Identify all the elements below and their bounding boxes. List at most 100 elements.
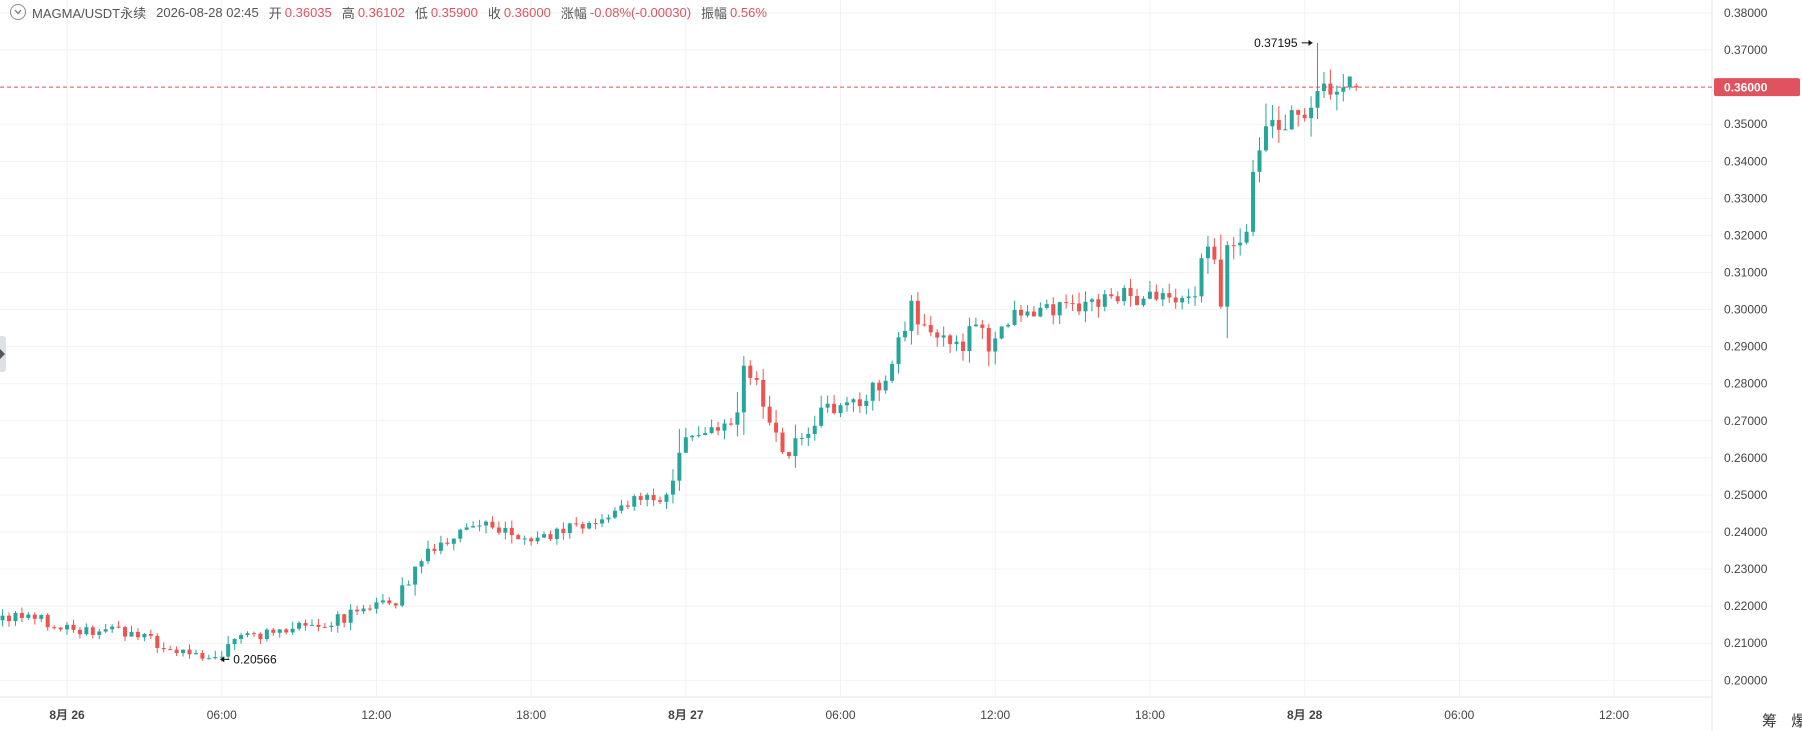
candle-body xyxy=(490,521,495,528)
candle-body xyxy=(380,600,385,603)
candle-body xyxy=(103,629,108,632)
candle-body xyxy=(1025,311,1030,316)
candle-body xyxy=(1089,299,1094,302)
amplitude-value: 0.56% xyxy=(730,4,767,20)
candle-body xyxy=(84,627,89,635)
candle-body xyxy=(438,542,443,551)
candle-body xyxy=(632,496,637,507)
candle-body xyxy=(426,548,430,562)
liquidation-button[interactable]: 爆 xyxy=(1791,713,1802,730)
candle-body xyxy=(883,380,888,391)
candle-body xyxy=(1006,324,1011,327)
max-price-annotation: 0.37195 xyxy=(1254,36,1298,50)
time-tick-label: 06:00 xyxy=(826,708,856,722)
candles xyxy=(0,42,1359,662)
candle-body xyxy=(322,626,327,628)
candle-body xyxy=(464,527,469,530)
time-tick-label: 12:00 xyxy=(361,708,391,722)
candle-body xyxy=(948,335,953,345)
candle-body xyxy=(284,629,289,633)
candle-body xyxy=(658,500,663,502)
price-tick-label: 0.21000 xyxy=(1724,636,1768,650)
time-axis[interactable]: 8月 26 06:00 12:00 18:00 8月 27 06:00 12:00 18:00… xyxy=(49,708,1629,722)
candle-body xyxy=(941,335,946,338)
candle-body xyxy=(1070,303,1075,305)
time-tick-label: 8月 27 xyxy=(668,708,704,722)
candle-body xyxy=(348,609,353,623)
candle-body xyxy=(1180,298,1185,303)
close-label: 收 xyxy=(487,5,501,21)
candle-body xyxy=(529,538,534,542)
candle-body xyxy=(77,629,82,635)
candle-body xyxy=(902,331,907,338)
last-price-line: 0.36000 xyxy=(0,78,1800,97)
candle-body xyxy=(503,527,508,533)
candle-body xyxy=(703,433,708,436)
candle-body xyxy=(535,537,540,542)
low-label: 低 xyxy=(414,5,428,21)
candle-body xyxy=(52,627,57,629)
candle-body xyxy=(677,452,682,481)
candle-body xyxy=(1354,85,1359,88)
candle-body xyxy=(1309,107,1314,119)
time-tick-label: 06:00 xyxy=(1444,708,1474,722)
side-panel-toggle[interactable] xyxy=(0,336,6,372)
amplitude-label: 振幅 xyxy=(701,5,728,21)
candle-body xyxy=(1231,245,1236,247)
time-tick-label: 8月 26 xyxy=(49,708,85,722)
candle-body xyxy=(187,649,192,655)
candle-body xyxy=(619,505,624,511)
candle-body xyxy=(142,634,147,638)
candle-body xyxy=(206,658,211,660)
chip-distribution-button[interactable]: 筹 xyxy=(1762,713,1778,730)
time-tick-label: 12:00 xyxy=(1599,708,1629,722)
candle-body xyxy=(1012,309,1017,325)
candle-body xyxy=(71,624,76,630)
candle-body xyxy=(393,603,398,606)
candle-body xyxy=(1128,287,1133,297)
min-annotation-arrowhead xyxy=(220,656,225,663)
candle-body xyxy=(825,403,830,408)
candle-body xyxy=(548,534,553,539)
candle-body xyxy=(400,585,405,606)
candle-body xyxy=(1057,302,1062,316)
candle-datetime: 2026-08-28 02:45 xyxy=(156,4,259,20)
candle-body xyxy=(1289,110,1294,130)
candle-body xyxy=(271,629,276,633)
candle-body xyxy=(374,602,379,609)
candle-body xyxy=(1225,245,1230,307)
candle-body xyxy=(980,324,985,328)
candle-body xyxy=(683,437,688,453)
candle-body xyxy=(509,527,514,536)
candle-body xyxy=(1186,296,1191,299)
candle-body xyxy=(1328,83,1333,95)
high-value: 0.36102 xyxy=(357,4,405,20)
candle-body xyxy=(45,615,50,628)
candle-body xyxy=(967,326,972,352)
candle-body xyxy=(890,363,895,381)
candle-body xyxy=(1019,309,1024,316)
price-axis[interactable]: 0.20000 0.21000 0.22000 0.23000 0.24000 0.250… xyxy=(1724,6,1768,687)
candle-body xyxy=(245,633,250,636)
candle-body xyxy=(651,494,656,501)
candle-body xyxy=(954,341,959,345)
candle-body xyxy=(741,365,746,413)
candle-body xyxy=(580,524,585,529)
collapse-header-button[interactable] xyxy=(10,4,26,20)
candle-body xyxy=(690,435,695,438)
candle-body xyxy=(1193,296,1198,298)
candle-body xyxy=(1283,129,1288,131)
time-tick-label: 06:00 xyxy=(207,708,237,722)
candle-body xyxy=(780,432,785,453)
candle-body xyxy=(857,399,862,406)
candle-body xyxy=(1077,303,1082,312)
candle-body xyxy=(812,425,817,435)
candle-body xyxy=(761,379,766,407)
price-tick-label: 0.20000 xyxy=(1724,673,1768,687)
candle-body xyxy=(264,629,269,640)
candle-body xyxy=(1031,311,1036,317)
candle-body xyxy=(1315,91,1320,108)
candle-body xyxy=(355,609,360,612)
candle-body xyxy=(664,494,669,502)
